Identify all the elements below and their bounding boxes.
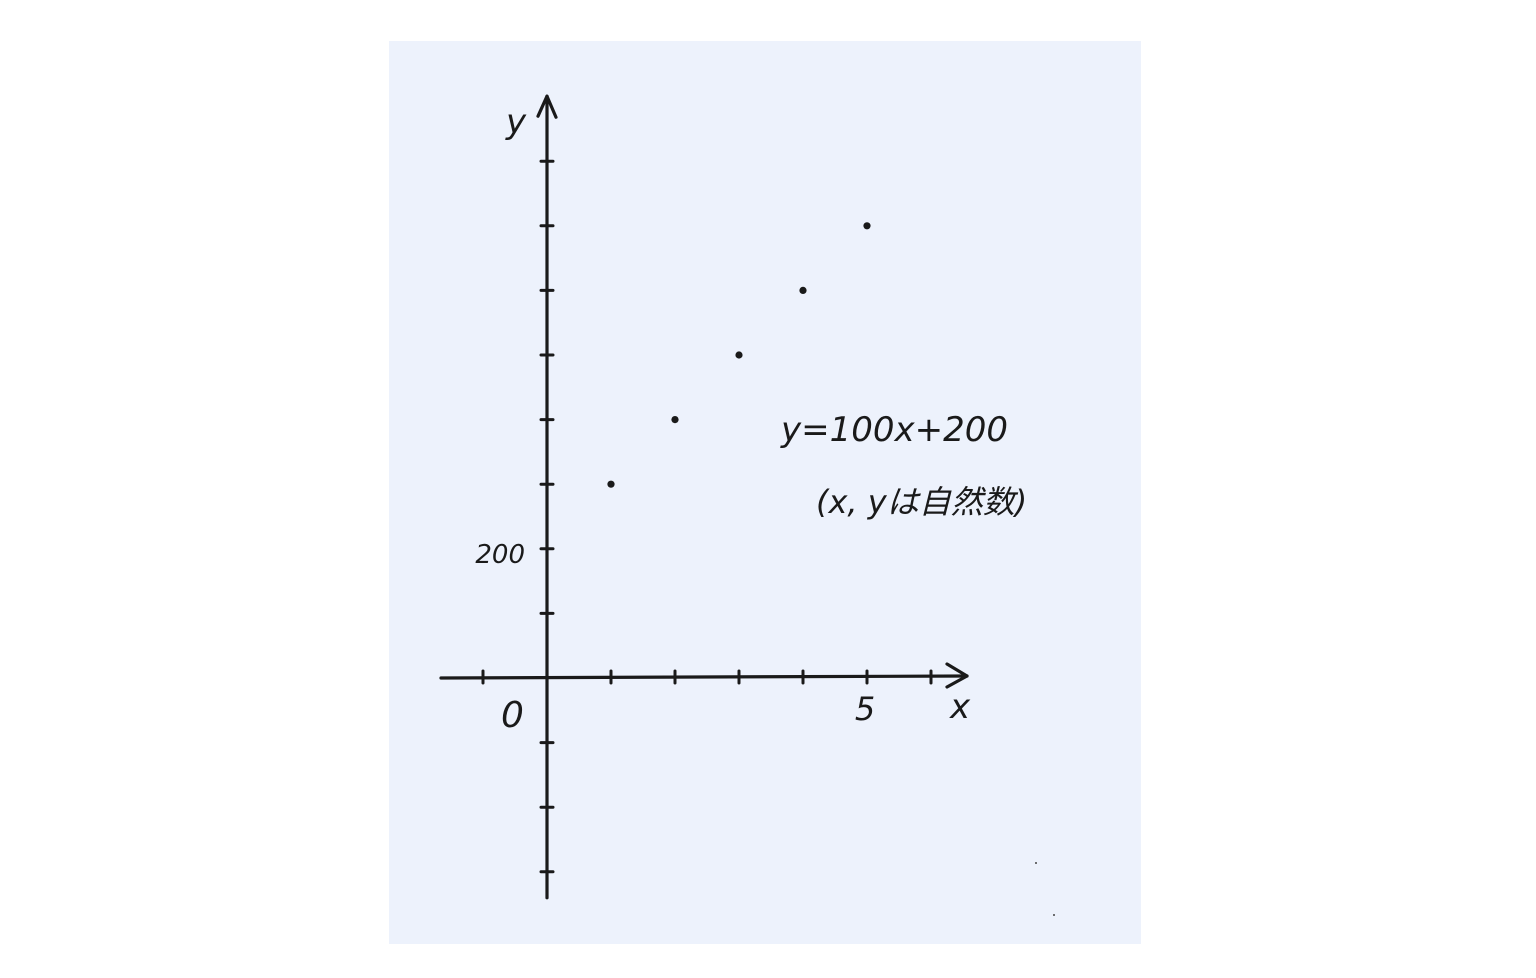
labels-layer: y x 0 5 200 y=100x+200 (x, yは自然数) xyxy=(475,102,1027,736)
ticks-layer xyxy=(481,159,933,874)
y-axis-arrow xyxy=(536,94,558,119)
data-point xyxy=(735,351,743,359)
y-axis-label: y xyxy=(505,102,527,142)
y-tick-label: 200 xyxy=(475,540,525,570)
points-layer xyxy=(607,222,871,488)
origin-label: 0 xyxy=(501,695,524,736)
axes-layer xyxy=(439,94,969,900)
data-point xyxy=(863,222,871,230)
paper-sheet xyxy=(389,41,1141,944)
condition-annotation: (x, yは自然数) xyxy=(816,483,1027,521)
x-axis-label: x xyxy=(949,687,971,727)
x-tick-label: 5 xyxy=(855,690,875,728)
paper-speck xyxy=(1053,914,1055,916)
paper-speck xyxy=(1035,862,1037,864)
data-point xyxy=(671,416,679,424)
equation-annotation: y=100x+200 xyxy=(780,410,1008,450)
x-axis-arrow xyxy=(945,662,969,689)
x-axis-line xyxy=(439,674,969,680)
data-point xyxy=(799,286,807,294)
data-point xyxy=(607,480,615,488)
